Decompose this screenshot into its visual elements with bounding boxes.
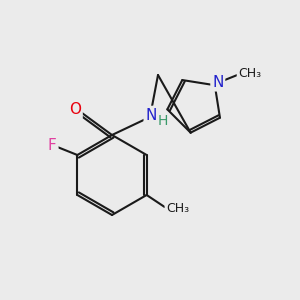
Text: O: O <box>69 103 81 118</box>
Text: CH₃: CH₃ <box>166 202 189 215</box>
Text: N: N <box>145 107 157 122</box>
Text: CH₃: CH₃ <box>238 67 261 80</box>
Text: H: H <box>158 114 168 128</box>
Text: N: N <box>212 75 224 90</box>
Text: F: F <box>48 139 57 154</box>
